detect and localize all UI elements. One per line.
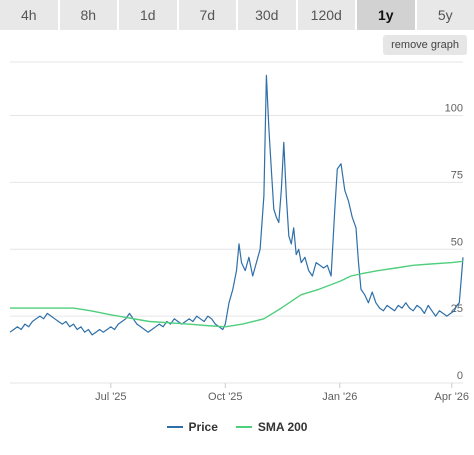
x-tick-label: Jan '26 bbox=[322, 391, 357, 403]
legend-label: Price bbox=[188, 420, 218, 434]
time-range-tabs: 4h 8h 1d 7d 30d 120d 1y 5y bbox=[0, 0, 474, 30]
y-tick-label: 0 bbox=[457, 370, 463, 382]
legend-item-price[interactable]: Price bbox=[166, 420, 218, 434]
tab-7d[interactable]: 7d bbox=[178, 0, 238, 30]
x-tick-label: Jul '25 bbox=[95, 391, 126, 403]
tab-1d[interactable]: 1d bbox=[119, 0, 179, 30]
y-tick-label: 50 bbox=[451, 236, 463, 248]
x-tick-label: Apr '26 bbox=[435, 391, 470, 403]
y-tick-label: 25 bbox=[451, 303, 463, 315]
legend-swatch bbox=[166, 426, 183, 428]
legend-swatch bbox=[235, 426, 252, 428]
legend-label: SMA 200 bbox=[257, 420, 308, 434]
remove-graph-button[interactable]: remove graph bbox=[383, 35, 467, 55]
y-tick-label: 100 bbox=[445, 103, 463, 115]
y-tick-label: 75 bbox=[451, 169, 463, 181]
tab-8h[interactable]: 8h bbox=[59, 0, 119, 30]
tab-5y[interactable]: 5y bbox=[416, 0, 474, 30]
sma-200-line bbox=[10, 260, 464, 328]
tab-4h[interactable]: 4h bbox=[0, 0, 60, 30]
x-tick-label: Oct '25 bbox=[208, 391, 243, 403]
price-line bbox=[9, 74, 464, 336]
tab-120d[interactable]: 120d bbox=[297, 0, 357, 30]
legend-item-sma-200[interactable]: SMA 200 bbox=[235, 420, 308, 434]
tab-1y[interactable]: 1y bbox=[357, 0, 417, 30]
tab-30d[interactable]: 30d bbox=[238, 0, 298, 30]
chart-legend: Price SMA 200 bbox=[0, 420, 474, 434]
